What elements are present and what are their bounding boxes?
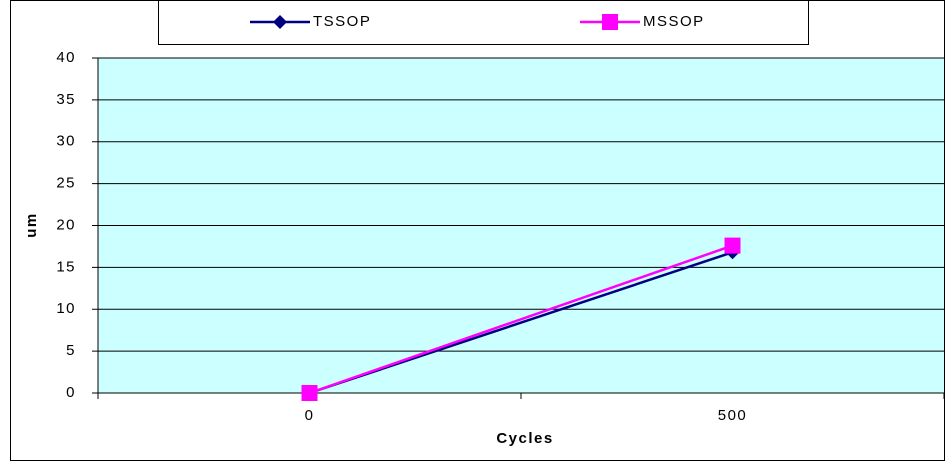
y-tick-label: 15 [56,258,76,275]
y-tick-label: 0 [66,384,76,401]
y-tick-label: 35 [56,91,76,108]
marker [273,15,287,29]
marker [724,237,741,254]
y-tick-label: 5 [66,342,76,359]
series-line [309,244,733,395]
y-tick-label: 20 [56,216,76,233]
legend-label: MSSOP [643,13,705,30]
marker [602,14,618,30]
x-tick-label: 500 [718,407,748,424]
y-tick-label: 30 [56,133,76,150]
y-tick-label: 40 [56,49,76,66]
x-axis-label: Cycles [496,430,553,447]
marker [301,385,318,401]
y-axis-label: um [23,212,40,238]
x-tick-label: 0 [305,407,315,424]
legend-label: TSSOP [313,13,371,30]
y-tick-label: 25 [56,175,76,192]
y-tick-label: 10 [56,300,76,317]
